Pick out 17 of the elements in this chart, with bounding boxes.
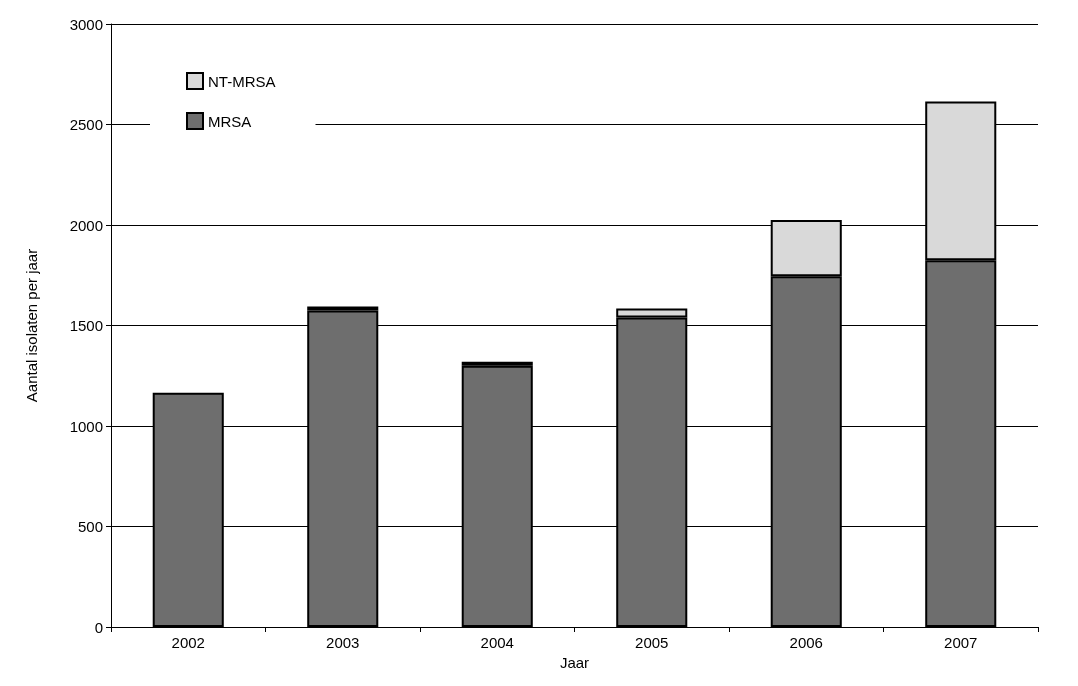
x-tick-label: 2003 — [326, 634, 360, 651]
legend-label: MRSA — [208, 112, 252, 130]
legend-label: NT-MRSA — [208, 72, 276, 90]
y-tick-label: 500 — [77, 518, 103, 535]
y-axis-title: Aantal isolaten per jaar — [23, 248, 40, 403]
y-tick-label: 1000 — [69, 417, 103, 435]
y-tick-label: 2500 — [69, 116, 103, 133]
y-tick-label: 2000 — [69, 216, 103, 234]
y-tick-label: 0 — [94, 618, 103, 636]
x-tick-label: 2006 — [789, 634, 823, 651]
x-tick-label: 2007 — [944, 634, 978, 651]
y-tick-label: 1500 — [69, 317, 103, 334]
x-tick-label: 2005 — [635, 634, 669, 651]
x-tick-label: 2004 — [480, 634, 514, 651]
x-tick-label: 2002 — [171, 634, 205, 651]
x-axis-title: Jaar — [559, 654, 590, 671]
y-tick-label: 3000 — [69, 15, 103, 33]
